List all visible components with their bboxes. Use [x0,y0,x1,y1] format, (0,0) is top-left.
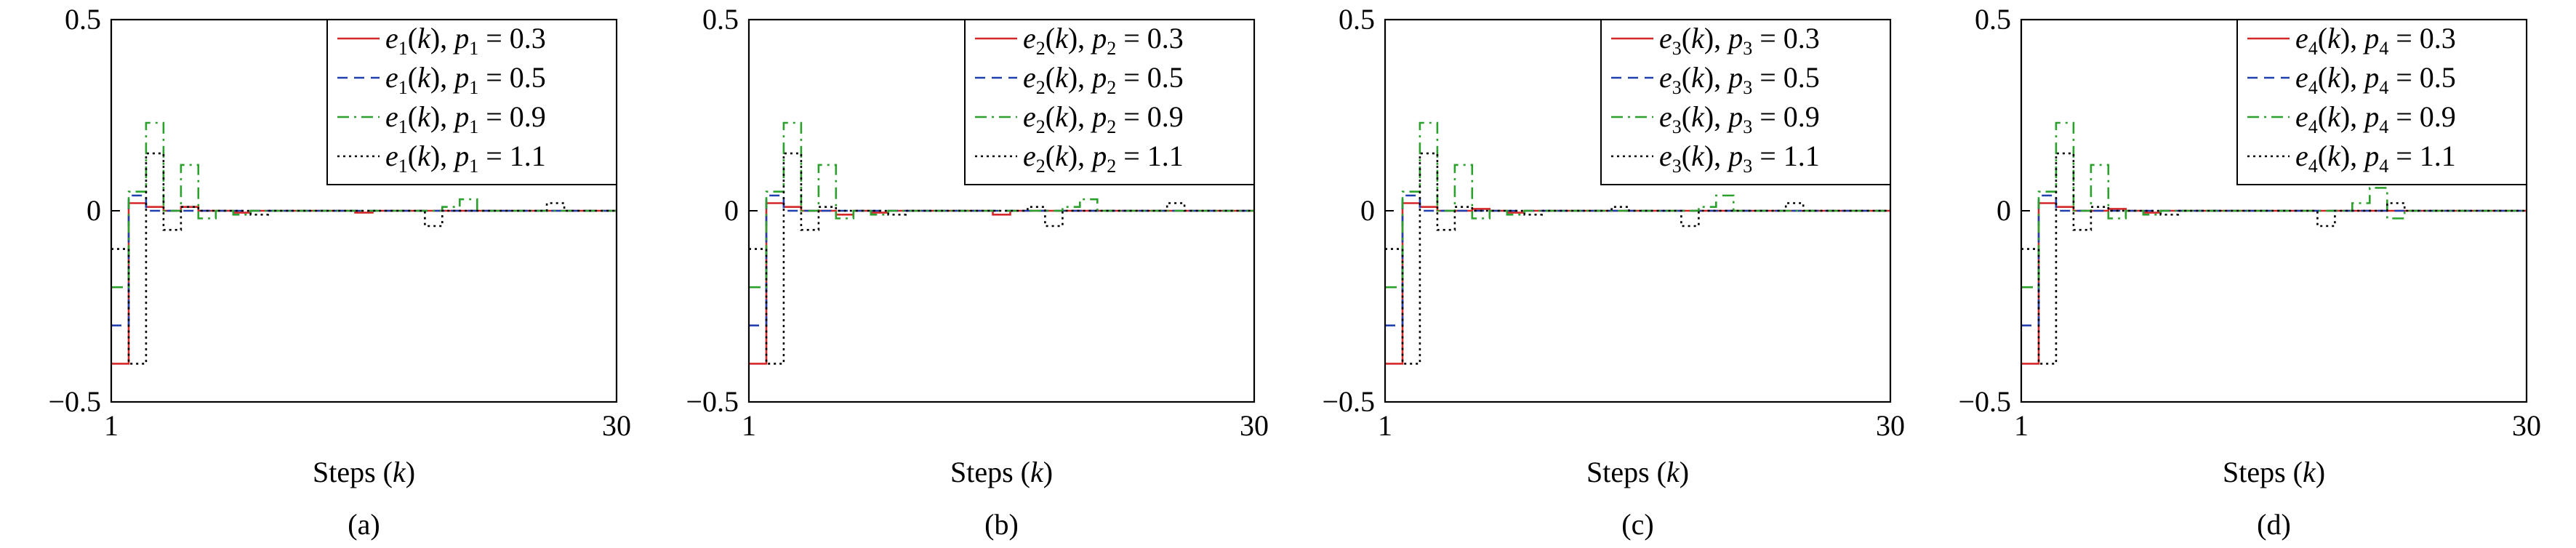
series-line [749,194,1254,327]
legend-entry: e4(k), p4 = 0.9 [2295,100,2456,137]
legend-box [326,19,617,185]
y-tick-label: −0.5 [686,385,739,418]
legend-entry: e1(k), p1 = 0.9 [385,100,546,137]
x-tick-label: 30 [2512,409,2541,442]
series-line [111,194,617,327]
legend: e3(k), p3 = 0.3e3(k), p3 = 0.5e3(k), p3 … [1600,19,1891,185]
y-tick-label: 0 [87,194,101,227]
legend-entry: e2(k), p2 = 0.5 [1023,61,1184,98]
x-tick-label: 30 [1240,409,1269,442]
y-tick-label: −0.5 [48,385,101,418]
legend-entry: e1(k), p1 = 0.5 [385,61,546,98]
x-tick-label: 1 [104,409,119,442]
x-tick-label: 1 [742,409,756,442]
legend-entry: e4(k), p4 = 0.5 [2295,61,2456,98]
y-tick-label: 0.5 [65,3,101,36]
y-tick-label: −0.5 [1958,385,2011,418]
series-line [111,202,617,365]
x-axis-label: Steps (k) [1586,456,1689,488]
series-line [2021,152,2527,365]
series-line [111,152,617,365]
series-line [749,202,1254,365]
panel-label: (b) [984,508,1019,541]
series-line [1385,152,1890,365]
legend-entry: e1(k), p1 = 0.3 [385,22,546,59]
legend-entry: e3(k), p3 = 0.3 [1659,22,1820,59]
x-tick-label: 1 [1378,409,1392,442]
y-tick-label: −0.5 [1322,385,1375,418]
series-line [749,121,1254,289]
legend-entry: e2(k), p2 = 0.3 [1023,22,1184,59]
series-line [1385,202,1890,365]
legend-entry: e2(k), p2 = 0.9 [1023,100,1184,137]
legend-box [2236,19,2527,185]
legend: e1(k), p1 = 0.3e1(k), p1 = 0.5e1(k), p1 … [326,19,617,185]
legend-entry: e4(k), p4 = 1.1 [2295,140,2456,177]
y-tick-label: 0.5 [1975,3,2011,36]
series-line [1385,121,1890,289]
y-tick-label: 0.5 [1339,3,1375,36]
x-axis-label: Steps (k) [950,456,1053,488]
y-tick-label: 0.5 [702,3,739,36]
panel-label: (d) [2257,508,2291,541]
series-line [2021,121,2527,289]
legend-entry: e3(k), p3 = 0.5 [1659,61,1820,98]
series-line [2021,194,2527,327]
legend-entry: e3(k), p3 = 1.1 [1659,140,1820,177]
panel-label: (a) [348,508,380,541]
legend-entry: e4(k), p4 = 0.3 [2295,22,2456,59]
legend-entry: e2(k), p2 = 1.1 [1023,140,1184,177]
legend-box [1600,19,1891,185]
y-tick-label: 0 [1997,194,2011,227]
series-line [1385,194,1890,327]
legend: e4(k), p4 = 0.3e4(k), p4 = 0.5e4(k), p4 … [2236,19,2527,185]
legend-box [964,19,1255,185]
x-tick-label: 30 [602,409,631,442]
legend: e2(k), p2 = 0.3e2(k), p2 = 0.5e2(k), p2 … [964,19,1255,185]
x-tick-label: 1 [2014,409,2029,442]
x-axis-label: Steps (k) [313,456,415,488]
y-tick-label: 0 [1360,194,1375,227]
legend-entry: e3(k), p3 = 0.9 [1659,100,1820,137]
series-line [2021,202,2527,365]
y-tick-label: 0 [724,194,739,227]
legend-entry: e1(k), p1 = 1.1 [385,140,546,177]
panel-label: (c) [1621,508,1653,541]
x-tick-label: 30 [1876,409,1905,442]
x-axis-label: Steps (k) [2223,456,2325,488]
